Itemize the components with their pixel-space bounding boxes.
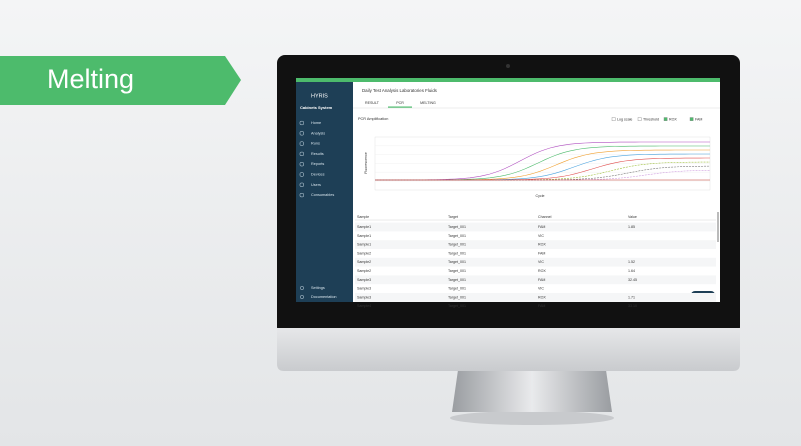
table-cell: Sample1	[357, 225, 371, 229]
menu-item[interactable]: Results	[311, 152, 324, 156]
table-cell: VIC	[538, 234, 544, 238]
checkbox[interactable]	[689, 117, 694, 121]
tab[interactable]: RESULT	[365, 101, 380, 105]
menu-icon	[299, 162, 304, 167]
table-cell: ROX	[538, 269, 546, 273]
chart-title: PCR Amplification	[358, 117, 388, 121]
table-cell: 1.71	[628, 295, 635, 299]
table-cell: 33.10	[628, 304, 637, 308]
table-cell: VIC	[538, 260, 544, 264]
menu-icon	[299, 151, 304, 156]
banner	[0, 56, 241, 105]
sidebar	[296, 82, 353, 302]
menu-item[interactable]: Settings	[311, 286, 325, 290]
checkbox[interactable]	[611, 117, 616, 121]
table-cell: Sample2	[357, 251, 371, 255]
menu-icon	[300, 295, 304, 299]
option-label[interactable]: ROX	[669, 117, 677, 121]
table-cell: Target_001	[448, 287, 466, 291]
table-cell: 1.85	[628, 225, 635, 229]
banner-title: Melting	[47, 64, 134, 94]
table-cell: Target_001	[448, 295, 466, 299]
menu-icon	[299, 182, 304, 187]
table-cell: Sample2	[357, 260, 371, 264]
y-axis-label: Fluorescence	[364, 152, 368, 174]
menu-item[interactable]: Consumables	[311, 193, 334, 197]
menu-item[interactable]: Devices	[311, 173, 325, 177]
table-cell: Target_001	[448, 278, 466, 282]
table-cell: ROX	[538, 295, 546, 299]
table-cell: VIC	[538, 287, 544, 291]
table-cell: Sample2	[357, 269, 371, 273]
table-cell: 1.64	[628, 269, 635, 273]
table-header: Sample	[357, 215, 369, 219]
table-cell: Sample3	[357, 278, 371, 282]
table-cell: FAM	[538, 304, 545, 308]
checkbox[interactable]	[637, 117, 642, 121]
menu-item[interactable]: Users	[311, 183, 321, 187]
table-cell: Target_001	[448, 251, 466, 255]
option-label[interactable]: FAM	[695, 117, 702, 121]
table-cell: ROX	[538, 243, 546, 247]
menu-item[interactable]: Home	[311, 121, 321, 125]
tab[interactable]: MELTING	[420, 101, 436, 105]
table-cell: Sample3	[357, 287, 371, 291]
menu-item[interactable]: Documentation	[311, 295, 337, 299]
camera	[506, 64, 510, 68]
table-header: Target	[448, 215, 458, 219]
table-cell: Target_001	[448, 243, 466, 247]
table-header: Channel	[538, 215, 552, 219]
table-cell: 1.52	[628, 260, 635, 264]
top-bar	[296, 78, 720, 82]
menu-icon	[299, 193, 304, 198]
workspace: Cabinets System	[300, 105, 333, 110]
row-bg	[355, 257, 716, 267]
table-cell: Sample3	[357, 295, 371, 299]
table-cell: Target_001	[448, 269, 466, 273]
table-header: Value	[628, 215, 637, 219]
chin	[277, 328, 740, 371]
stand-neck	[452, 370, 612, 412]
menu-icon	[299, 172, 304, 177]
tab[interactable]: PCR	[396, 101, 404, 105]
table-cell: Target_001	[448, 260, 466, 264]
menu-icon	[299, 141, 304, 146]
menu-item[interactable]: Reports	[311, 162, 324, 166]
table-cell: Target_001	[448, 225, 466, 229]
option-label[interactable]: Threshold	[643, 117, 659, 121]
menu-item[interactable]: Analysis	[311, 131, 325, 135]
table-cell: Target_001	[448, 304, 466, 308]
table-cell: 32.45	[628, 278, 637, 282]
table-cell: FAM	[538, 251, 545, 255]
row-bg	[355, 240, 716, 249]
table-cell: FAM	[538, 278, 545, 282]
brand: HYRIS	[311, 93, 328, 99]
table-cell: Sample1	[357, 234, 371, 238]
page-title: Daily Test Analysis Laboratories Fluids	[362, 88, 438, 93]
table-cell: Target_001	[448, 234, 466, 238]
row-bg	[355, 275, 716, 285]
menu-item[interactable]: Runs	[311, 142, 320, 146]
table-cell: Sample4	[357, 304, 371, 308]
row-bg	[355, 293, 716, 302]
table-cell: Sample1	[357, 243, 371, 247]
scrollbar	[717, 212, 719, 242]
option-label[interactable]: Log scale	[617, 117, 632, 121]
menu-icon	[299, 120, 304, 126]
checkbox[interactable]	[663, 117, 668, 121]
row-bg	[355, 222, 716, 232]
table-cell: FAM	[538, 225, 545, 229]
tab-underline	[388, 106, 412, 108]
stand-base	[450, 411, 614, 425]
menu-icon	[299, 131, 304, 136]
x-axis-label: Cycle	[536, 194, 545, 198]
menu-icon	[300, 286, 304, 290]
